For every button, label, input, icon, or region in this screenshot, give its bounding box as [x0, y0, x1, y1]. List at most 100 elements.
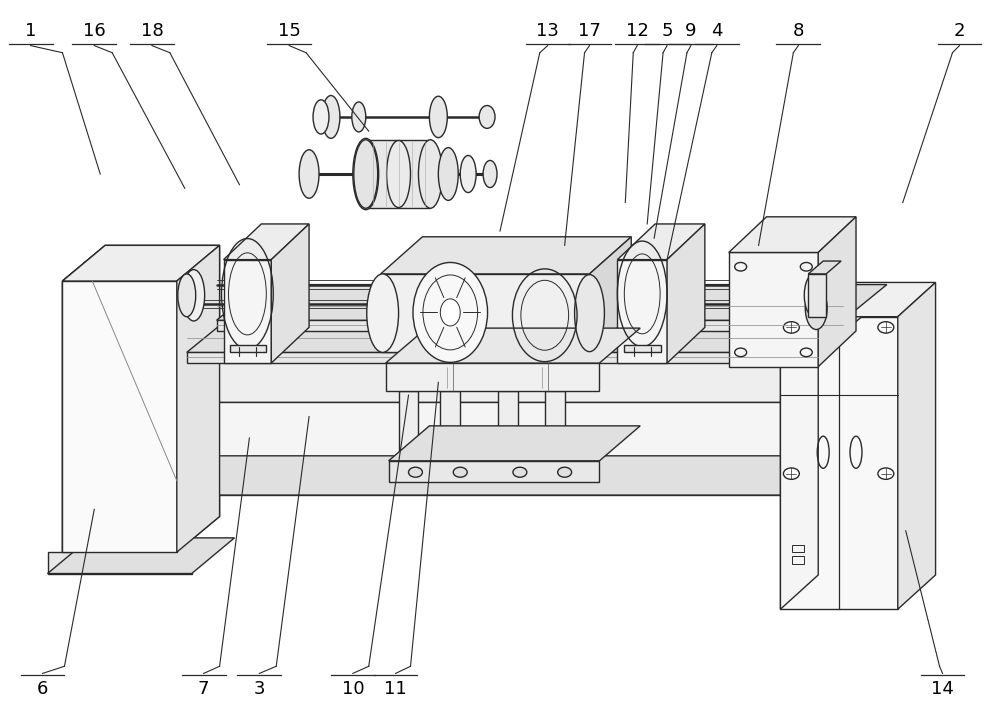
Polygon shape [386, 328, 640, 363]
Polygon shape [217, 320, 843, 331]
Ellipse shape [460, 155, 476, 193]
Ellipse shape [178, 274, 196, 316]
Polygon shape [62, 245, 220, 281]
Text: 10: 10 [342, 680, 364, 698]
Ellipse shape [804, 275, 822, 316]
Polygon shape [780, 283, 818, 609]
Text: 12: 12 [626, 22, 649, 40]
Polygon shape [187, 352, 818, 363]
Polygon shape [48, 538, 234, 574]
Polygon shape [224, 260, 271, 363]
Ellipse shape [418, 139, 442, 209]
Ellipse shape [352, 102, 366, 132]
Polygon shape [48, 552, 192, 574]
Polygon shape [898, 283, 936, 609]
Polygon shape [780, 316, 898, 609]
Polygon shape [172, 403, 818, 474]
Ellipse shape [440, 299, 460, 326]
Ellipse shape [479, 106, 495, 129]
Polygon shape [366, 139, 430, 209]
Circle shape [735, 348, 747, 357]
Polygon shape [381, 237, 631, 274]
Circle shape [878, 468, 894, 480]
Polygon shape [62, 281, 177, 552]
Polygon shape [818, 217, 856, 367]
Polygon shape [729, 252, 818, 367]
Polygon shape [157, 456, 868, 495]
Text: 11: 11 [384, 680, 407, 698]
Polygon shape [177, 245, 220, 552]
Circle shape [453, 467, 467, 477]
Circle shape [735, 262, 747, 271]
Circle shape [558, 467, 572, 477]
Polygon shape [381, 274, 590, 352]
Circle shape [783, 321, 799, 333]
Ellipse shape [367, 274, 399, 352]
Polygon shape [399, 391, 418, 463]
Polygon shape [780, 283, 936, 316]
Text: 18: 18 [141, 22, 163, 40]
Polygon shape [157, 474, 823, 495]
Ellipse shape [483, 160, 497, 188]
Polygon shape [386, 363, 599, 391]
Ellipse shape [387, 140, 411, 208]
Circle shape [800, 262, 812, 271]
Ellipse shape [313, 100, 329, 134]
Polygon shape [389, 426, 640, 461]
Ellipse shape [322, 96, 340, 138]
Polygon shape [808, 274, 826, 316]
Text: 16: 16 [83, 22, 106, 40]
Circle shape [513, 467, 527, 477]
Text: 9: 9 [685, 22, 697, 40]
Text: 3: 3 [254, 680, 265, 698]
Circle shape [409, 467, 422, 477]
Circle shape [800, 348, 812, 357]
Ellipse shape [805, 287, 827, 329]
Polygon shape [808, 261, 841, 274]
Ellipse shape [299, 150, 319, 198]
Polygon shape [624, 345, 661, 352]
Text: 5: 5 [661, 22, 673, 40]
Polygon shape [62, 281, 177, 552]
Bar [792, 557, 804, 564]
Polygon shape [667, 224, 705, 363]
Polygon shape [224, 224, 309, 260]
Polygon shape [729, 217, 856, 252]
Polygon shape [62, 245, 105, 552]
Polygon shape [177, 245, 220, 552]
Text: 8: 8 [793, 22, 804, 40]
Text: 4: 4 [711, 22, 723, 40]
Polygon shape [498, 391, 518, 463]
Ellipse shape [575, 275, 604, 352]
Polygon shape [823, 434, 868, 495]
Polygon shape [545, 391, 565, 463]
Polygon shape [62, 245, 220, 281]
Polygon shape [389, 461, 599, 482]
Ellipse shape [413, 262, 488, 362]
Ellipse shape [353, 138, 379, 210]
Text: 13: 13 [536, 22, 559, 40]
Bar [792, 545, 804, 552]
Text: 7: 7 [198, 680, 209, 698]
Ellipse shape [438, 147, 458, 201]
Ellipse shape [183, 270, 205, 321]
Circle shape [783, 468, 799, 480]
Text: 15: 15 [278, 22, 301, 40]
Ellipse shape [429, 96, 447, 137]
Polygon shape [617, 224, 705, 260]
Polygon shape [217, 285, 887, 320]
Polygon shape [172, 363, 863, 403]
Text: 2: 2 [954, 22, 965, 40]
Text: 6: 6 [37, 680, 48, 698]
Circle shape [878, 321, 894, 333]
Polygon shape [617, 260, 667, 363]
Polygon shape [187, 316, 862, 352]
Text: 17: 17 [578, 22, 601, 40]
Text: 1: 1 [25, 22, 36, 40]
Text: 14: 14 [931, 680, 954, 698]
Ellipse shape [354, 139, 378, 209]
Polygon shape [230, 345, 266, 352]
Polygon shape [818, 363, 863, 474]
Polygon shape [440, 391, 460, 463]
Polygon shape [271, 224, 309, 363]
